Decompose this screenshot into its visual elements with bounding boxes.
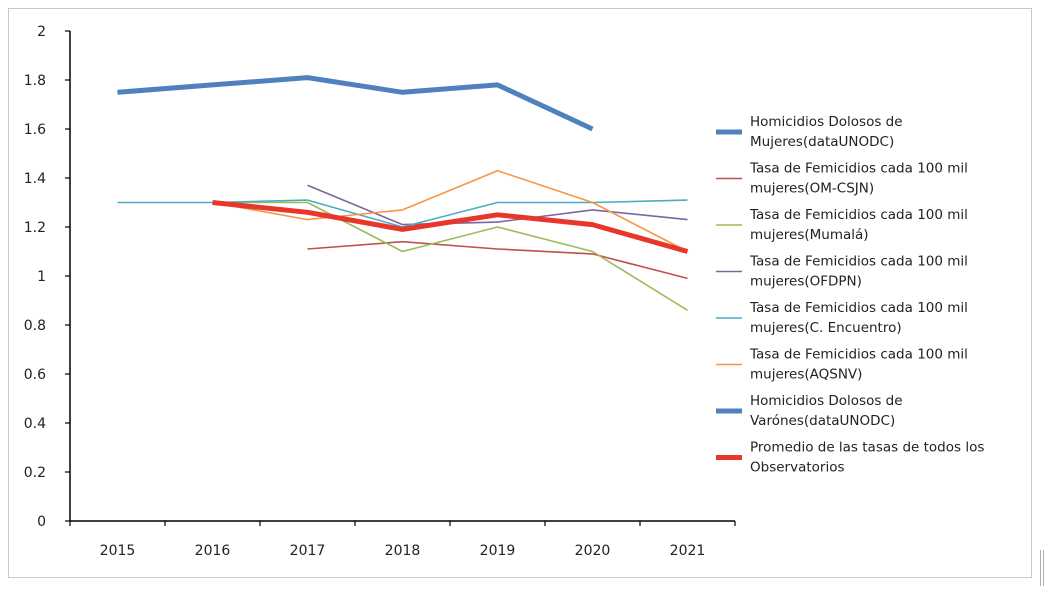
series-line [307, 240, 688, 280]
y-tick-label: 2 [37, 24, 46, 40]
y-tick-label: 1 [37, 269, 46, 285]
x-tick-label: 2015 [100, 543, 136, 559]
y-tick-label: 1.8 [24, 73, 46, 89]
y-tick-label: 0.8 [24, 318, 46, 334]
legend-label: Tasa de Femicidios cada 100 mil [749, 300, 968, 316]
series-line [212, 169, 688, 253]
legend-label: Mujeres(dataUNODC) [750, 134, 894, 150]
page-edge-mark [1040, 550, 1044, 586]
legend-label: Tasa de Femicidios cada 100 mil [749, 161, 968, 177]
x-tick-label: 2018 [385, 543, 421, 559]
x-tick-label: 2017 [290, 543, 326, 559]
y-tick-label: 0.4 [24, 416, 46, 432]
legend-label: Tasa de Femicidios cada 100 mil [749, 207, 968, 223]
chart-frame [8, 8, 1032, 578]
legend-label: mujeres(Mumalá) [750, 227, 869, 243]
legend-label: mujeres(OM-CSJN) [750, 181, 874, 197]
x-tick-label: 2016 [195, 543, 231, 559]
y-tick-label: 0 [37, 514, 46, 530]
y-tick-label: 0.2 [24, 465, 46, 481]
legend-label: Tasa de Femicidios cada 100 mil [749, 347, 968, 363]
legend-label: Homicidios Dolosos de [750, 114, 903, 130]
series-line [117, 75, 594, 132]
series-line [212, 201, 688, 311]
series-line [307, 184, 688, 226]
y-tick-label: 1.4 [24, 171, 46, 187]
x-tick-label: 2019 [480, 543, 516, 559]
legend-label: Observatorios [750, 460, 845, 476]
legend-label: mujeres(OFDPN) [750, 274, 862, 290]
legend-label: Varónes(dataUNODC) [750, 413, 895, 429]
legend-label: mujeres(AQSNV) [750, 367, 862, 383]
y-tick-label: 1.6 [24, 122, 46, 138]
series-line [117, 199, 688, 228]
x-tick-label: 2021 [670, 543, 706, 559]
y-tick-label: 0.6 [24, 367, 46, 383]
legend-label: mujeres(C. Encuentro) [750, 320, 902, 336]
legend-label: Homicidios Dolosos de [750, 393, 903, 409]
legend-label: Promedio de las tasas de todos los [750, 440, 984, 456]
x-tick-label: 2020 [575, 543, 611, 559]
y-tick-label: 1.2 [24, 220, 46, 236]
series-line [212, 200, 689, 254]
legend-label: Tasa de Femicidios cada 100 mil [749, 254, 968, 270]
